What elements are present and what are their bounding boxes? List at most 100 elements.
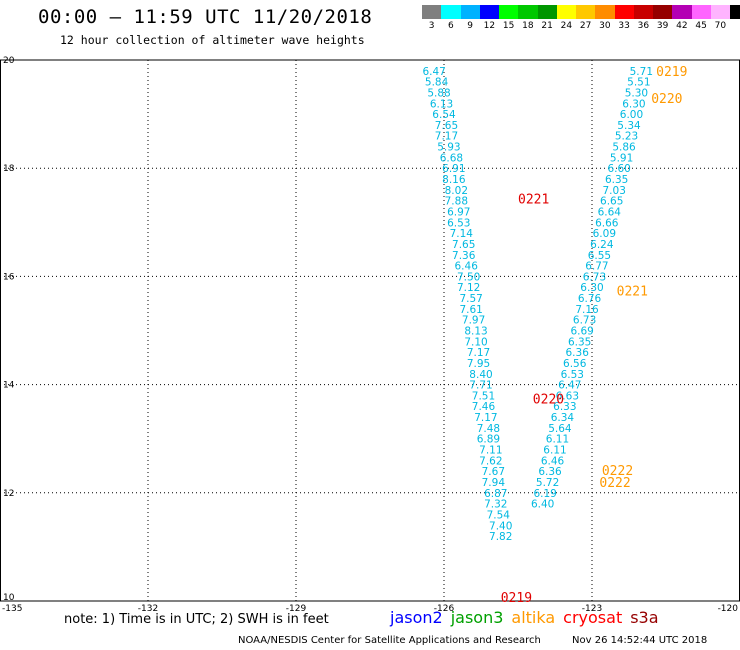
pass-time-label: 0219 xyxy=(656,65,687,80)
color-scale-label: 30 xyxy=(599,21,611,31)
wave-height-value: 6.73 xyxy=(583,271,606,283)
wave-height-value: 6.11 xyxy=(543,445,566,457)
wave-height-value: 6.35 xyxy=(568,336,591,348)
color-scale-label: 12 xyxy=(483,21,496,31)
wave-height-value: 6.46 xyxy=(455,261,479,273)
color-swatch xyxy=(518,5,538,19)
wave-height-value: 7.10 xyxy=(464,336,487,348)
wave-height-value: 6.63 xyxy=(556,390,579,402)
wave-height-value: 6.69 xyxy=(570,326,593,338)
wave-height-value: 6.64 xyxy=(598,206,622,218)
color-scale-label: 42 xyxy=(676,21,688,31)
pass-time-label: 0219 xyxy=(501,591,532,606)
color-scale-label: 9 xyxy=(467,21,473,31)
wave-height-value: 6.00 xyxy=(620,109,643,121)
color-swatch xyxy=(633,5,653,19)
wave-height-value: 6.66 xyxy=(595,217,619,229)
wave-height-value: 8.13 xyxy=(464,326,487,338)
wave-height-value: 7.97 xyxy=(462,315,485,327)
wave-height-value: 7.03 xyxy=(603,185,626,197)
wave-height-value: 6.35 xyxy=(605,174,628,186)
color-scale-label: 15 xyxy=(502,21,515,31)
wave-height-value: 5.23 xyxy=(615,131,638,143)
wave-height-value: 5.64 xyxy=(548,423,572,435)
wave-height-value: 7.11 xyxy=(479,445,502,457)
legend-item-s3a: s3a xyxy=(630,608,659,627)
wave-height-value: 6.30 xyxy=(580,282,603,294)
legend-item-jason3: jason3 xyxy=(450,608,504,627)
wave-height-value: 6.36 xyxy=(566,347,590,359)
page-subtitle: 12 hour collection of altimeter wave hei… xyxy=(60,33,365,47)
pass-time-label: 0222 xyxy=(599,476,630,491)
pass-time-label: 0220 xyxy=(533,393,564,408)
timestamp-text: Nov 26 14:52:44 UTC 2018 xyxy=(572,635,708,646)
wave-height-value: 6.46 xyxy=(541,455,565,467)
wave-height-value: 7.71 xyxy=(469,380,492,392)
wave-height-value: 6.89 xyxy=(477,434,500,446)
y-tick-label: 10 xyxy=(3,593,15,603)
wave-height-value: 5.91 xyxy=(610,152,633,164)
color-swatch xyxy=(537,5,557,19)
y-tick-label: 20 xyxy=(3,56,15,66)
legend-item-jason2: jason2 xyxy=(390,608,443,627)
units-note: note: 1) Time is in UTC; 2) SWH is in fe… xyxy=(64,612,329,627)
color-scale-label: 21 xyxy=(541,21,553,31)
wave-height-value: 6.97 xyxy=(447,206,470,218)
color-scale-label: 70 xyxy=(714,21,727,31)
wave-height-value: 6.54 xyxy=(432,109,456,121)
wave-height-value: 7.88 xyxy=(445,196,468,208)
pass-time-label: 0221 xyxy=(617,285,648,300)
wave-height-value: 6.53 xyxy=(447,217,470,229)
color-swatch xyxy=(460,5,480,19)
wave-height-value: 6.11 xyxy=(546,434,569,446)
wave-height-value: 6.19 xyxy=(533,488,556,500)
color-swatch xyxy=(710,5,730,19)
color-swatch xyxy=(672,5,692,19)
wave-height-value: 7.51 xyxy=(472,390,495,402)
pass-time-label: 0221 xyxy=(518,193,549,208)
wave-height-value: 7.50 xyxy=(457,271,480,283)
wave-height-value: 7.61 xyxy=(459,304,482,316)
wave-height-value: 7.36 xyxy=(452,250,476,262)
wave-height-value: 7.95 xyxy=(467,358,490,370)
wave-height-value: 7.17 xyxy=(435,131,458,143)
wave-height-value: 7.46 xyxy=(472,401,496,413)
wave-height-value: 6.30 xyxy=(622,98,645,110)
wave-height-value: 7.40 xyxy=(489,520,512,532)
wave-height-value: 7.16 xyxy=(575,304,599,316)
color-swatch xyxy=(479,5,499,19)
wave-height-value: 5.72 xyxy=(536,477,559,489)
color-scale-label: 27 xyxy=(579,21,592,31)
wave-height-value: 6.55 xyxy=(588,250,611,262)
wave-height-value: 6.76 xyxy=(578,293,602,305)
pass-time-label: 0222 xyxy=(602,464,633,479)
color-swatch xyxy=(556,5,576,19)
color-swatch xyxy=(422,5,442,19)
color-swatch xyxy=(730,5,740,19)
wave-height-value: 5.34 xyxy=(617,120,641,132)
wave-height-value: 6.91 xyxy=(442,163,465,175)
wave-height-value: 7.48 xyxy=(477,423,500,435)
wave-height-value: 6.73 xyxy=(573,315,596,327)
x-tick-label: -126 xyxy=(434,604,455,614)
y-tick-label: 12 xyxy=(3,489,14,499)
wave-height-value: 6.56 xyxy=(563,358,587,370)
wave-height-value: 6.33 xyxy=(553,401,576,413)
y-tick-label: 16 xyxy=(3,272,15,282)
wave-height-value: 6.77 xyxy=(585,261,608,273)
page-title: 00:00 – 11:59 UTC 11/20/2018 xyxy=(38,6,373,28)
color-scale-label: 18 xyxy=(522,21,534,31)
x-tick-label: -123 xyxy=(582,604,602,614)
wave-height-value: 6.68 xyxy=(440,152,463,164)
wave-height-value: 8.40 xyxy=(469,369,492,381)
wave-height-value: 7.94 xyxy=(482,477,506,489)
color-scale-label: 3 xyxy=(428,21,435,31)
wave-height-value: 8.02 xyxy=(445,185,468,197)
color-scale-label: 45 xyxy=(695,21,707,31)
color-swatch xyxy=(595,5,615,19)
color-swatch xyxy=(576,5,596,19)
wave-height-value: 8.16 xyxy=(442,174,466,186)
wave-height-value: 5.30 xyxy=(625,87,648,99)
